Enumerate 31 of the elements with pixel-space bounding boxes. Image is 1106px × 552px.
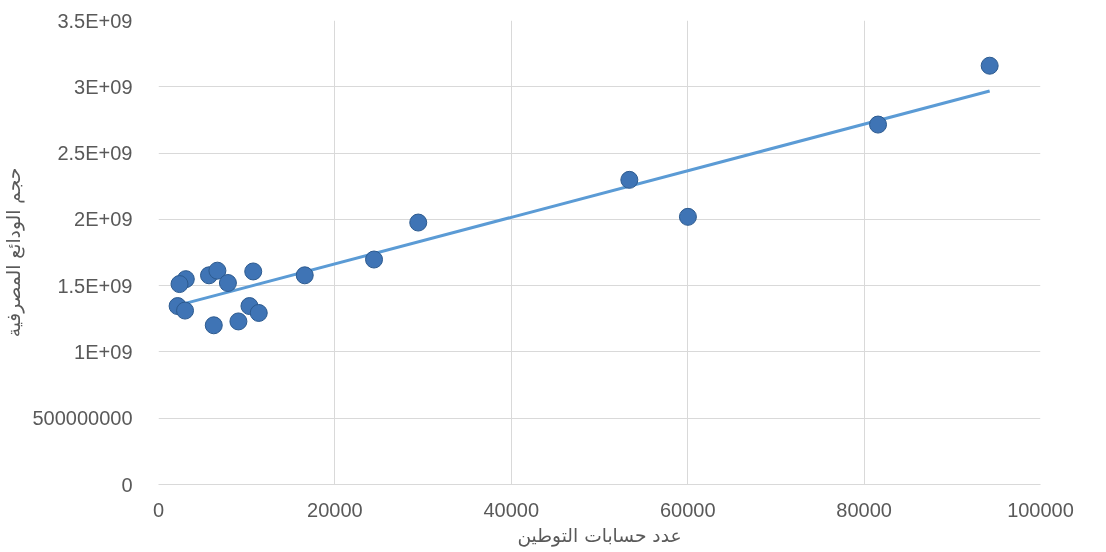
x-tick-label: 80000: [836, 498, 892, 521]
point: [869, 115, 888, 134]
y-tick-label: 2E+09: [74, 208, 133, 231]
point: [409, 213, 428, 232]
point: [229, 312, 248, 331]
point: [295, 266, 314, 285]
y-tick-label: 1E+09: [74, 340, 133, 363]
point: [244, 262, 263, 281]
x-tick-label: 0: [152, 498, 165, 521]
x-tick-label: 40000: [483, 498, 540, 521]
point: [176, 301, 195, 320]
point: [365, 250, 384, 269]
x-tick-label: 100000: [1007, 498, 1074, 521]
point: [208, 261, 227, 280]
point: [204, 316, 223, 335]
x-tick-label: 20000: [307, 498, 363, 521]
y-tick-label: 1.5E+09: [57, 274, 133, 297]
y-tick-label: 3E+09: [74, 75, 133, 98]
y-tick-label: 500000000: [32, 407, 133, 430]
point: [218, 274, 237, 292]
x-axis-title: عدد حسابات التوطين: [517, 524, 682, 547]
y-tick-label: 3.5E+09: [57, 9, 133, 32]
point: [620, 170, 639, 189]
y-tick-label: 2.5E+09: [57, 142, 133, 165]
y-axis-title: حجم الودائع المصرفية: [3, 167, 26, 338]
point: [678, 207, 697, 226]
y-tick-label: 0: [121, 473, 133, 496]
x-tick-label: 60000: [659, 498, 716, 521]
point: [170, 275, 189, 294]
point: [249, 303, 268, 322]
point: [980, 56, 999, 75]
